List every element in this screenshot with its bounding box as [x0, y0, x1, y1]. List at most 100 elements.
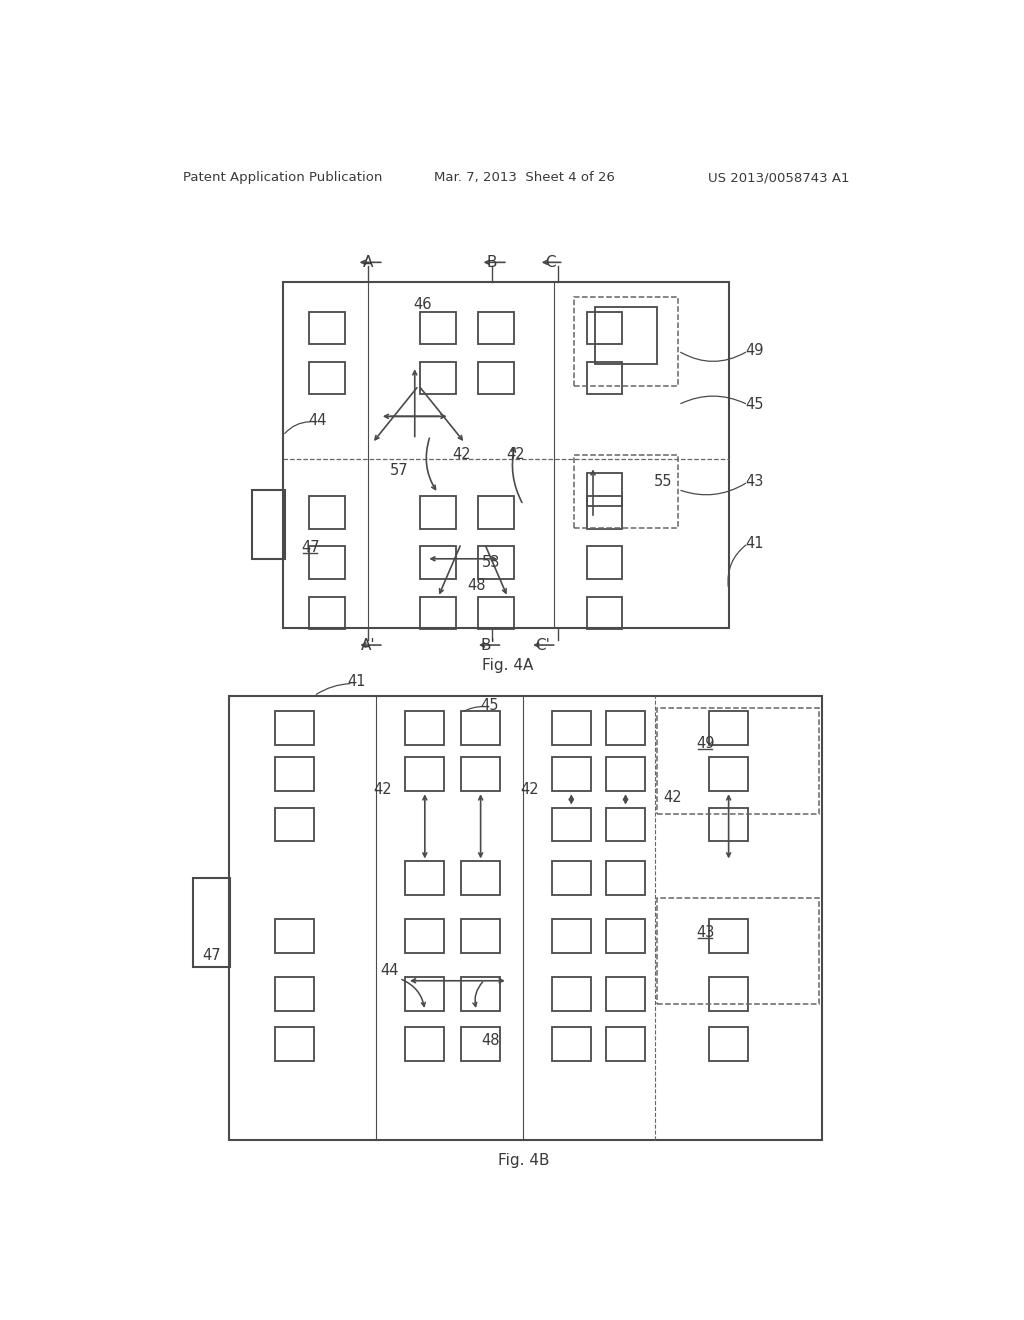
- Bar: [595, 306, 657, 364]
- Bar: [606, 862, 645, 895]
- Bar: [406, 711, 444, 744]
- Bar: [283, 281, 729, 628]
- Bar: [606, 977, 645, 1011]
- Bar: [552, 862, 591, 895]
- Bar: [587, 312, 623, 345]
- Bar: [461, 758, 500, 792]
- Bar: [606, 758, 645, 792]
- Bar: [461, 977, 500, 1011]
- Bar: [587, 546, 623, 579]
- Bar: [275, 711, 314, 744]
- Text: 49: 49: [744, 343, 764, 359]
- Text: C': C': [536, 638, 550, 652]
- Bar: [478, 546, 514, 579]
- Text: A': A': [360, 638, 376, 652]
- Text: 49: 49: [696, 737, 715, 751]
- Text: 42: 42: [520, 783, 539, 797]
- Bar: [275, 1027, 314, 1061]
- Bar: [420, 597, 456, 628]
- Bar: [309, 312, 345, 345]
- Bar: [710, 758, 748, 792]
- Text: 48: 48: [481, 1032, 500, 1048]
- Bar: [587, 474, 623, 506]
- Bar: [573, 455, 678, 528]
- Bar: [478, 597, 514, 628]
- Bar: [606, 711, 645, 744]
- Text: Fig. 4A: Fig. 4A: [482, 657, 534, 673]
- Bar: [420, 312, 456, 345]
- Bar: [587, 362, 623, 395]
- Bar: [552, 758, 591, 792]
- Text: 42: 42: [373, 783, 391, 797]
- Bar: [552, 977, 591, 1011]
- Text: 45: 45: [480, 697, 499, 713]
- Bar: [656, 898, 819, 1003]
- Bar: [194, 878, 230, 966]
- Bar: [420, 362, 456, 395]
- Text: 44: 44: [308, 413, 327, 428]
- Text: 53: 53: [481, 556, 500, 570]
- Bar: [309, 496, 345, 529]
- Bar: [228, 696, 821, 1140]
- Text: 43: 43: [696, 925, 715, 940]
- Bar: [478, 362, 514, 395]
- Bar: [710, 977, 748, 1011]
- Text: 48: 48: [468, 578, 486, 593]
- Bar: [710, 919, 748, 953]
- Bar: [710, 711, 748, 744]
- Text: US 2013/0058743 A1: US 2013/0058743 A1: [709, 172, 850, 185]
- Text: Fig. 4B: Fig. 4B: [498, 1154, 549, 1168]
- Text: 41: 41: [744, 536, 764, 550]
- Bar: [461, 862, 500, 895]
- Text: 43: 43: [745, 474, 763, 490]
- Bar: [552, 1027, 591, 1061]
- Text: B': B': [481, 638, 496, 652]
- Bar: [275, 758, 314, 792]
- Text: 42: 42: [506, 447, 525, 462]
- Bar: [309, 597, 345, 628]
- Bar: [275, 808, 314, 841]
- Text: 55: 55: [653, 474, 672, 490]
- Bar: [461, 919, 500, 953]
- Bar: [406, 919, 444, 953]
- Text: B: B: [487, 255, 498, 269]
- Bar: [406, 758, 444, 792]
- Bar: [406, 1027, 444, 1061]
- Text: 47: 47: [301, 540, 319, 554]
- Text: Mar. 7, 2013  Sheet 4 of 26: Mar. 7, 2013 Sheet 4 of 26: [434, 172, 615, 185]
- Bar: [606, 1027, 645, 1061]
- Bar: [420, 546, 456, 579]
- Bar: [606, 919, 645, 953]
- Bar: [309, 546, 345, 579]
- Bar: [275, 977, 314, 1011]
- Bar: [573, 297, 678, 385]
- Text: A: A: [364, 255, 374, 269]
- Text: Patent Application Publication: Patent Application Publication: [183, 172, 383, 185]
- Text: 42: 42: [664, 789, 682, 805]
- Bar: [309, 362, 345, 395]
- Text: 42: 42: [452, 447, 471, 462]
- Bar: [406, 977, 444, 1011]
- Bar: [478, 496, 514, 529]
- Bar: [252, 490, 285, 558]
- Text: 41: 41: [347, 675, 366, 689]
- Bar: [461, 1027, 500, 1061]
- Text: 46: 46: [414, 297, 432, 313]
- Bar: [710, 808, 748, 841]
- Bar: [552, 711, 591, 744]
- Bar: [710, 1027, 748, 1061]
- Text: 47: 47: [203, 948, 221, 962]
- Bar: [275, 919, 314, 953]
- Bar: [606, 808, 645, 841]
- Bar: [461, 711, 500, 744]
- Bar: [587, 496, 623, 529]
- Text: C: C: [545, 255, 556, 269]
- Bar: [587, 597, 623, 628]
- Text: 45: 45: [744, 397, 764, 412]
- Text: 57: 57: [390, 463, 409, 478]
- Bar: [656, 708, 819, 814]
- Bar: [552, 919, 591, 953]
- Bar: [420, 496, 456, 529]
- Text: 44: 44: [380, 964, 398, 978]
- Bar: [478, 312, 514, 345]
